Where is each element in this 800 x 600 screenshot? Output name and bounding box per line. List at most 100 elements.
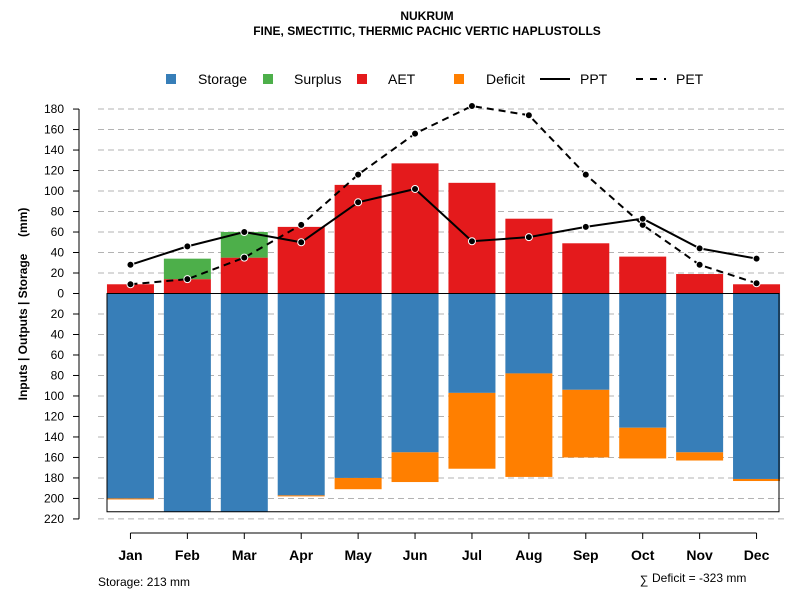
surplus-legend-swatch — [263, 74, 273, 84]
pet-point — [581, 170, 590, 179]
y-tick-label: 140 — [44, 143, 64, 157]
ppt-point — [638, 214, 647, 223]
ppt-point — [752, 254, 761, 263]
storage-bar — [220, 293, 268, 512]
y-tick-label: 200 — [44, 491, 64, 505]
storage-bar — [448, 293, 496, 393]
surplus-bar — [163, 258, 211, 280]
storage-legend-label: Storage — [198, 71, 247, 87]
month-label: Sep — [573, 547, 599, 563]
storage-bar — [505, 293, 553, 374]
storage-bar — [391, 293, 439, 453]
y-tick-label: 120 — [44, 164, 64, 178]
month-label: Feb — [175, 547, 200, 563]
month-label: Nov — [686, 547, 713, 563]
chart-subtitle: FINE, SMECTITIC, THERMIC PACHIC VERTIC H… — [253, 24, 601, 38]
storage-bar — [733, 293, 781, 479]
y-tick-label: 80 — [51, 368, 65, 382]
y-tick-label: 100 — [44, 389, 64, 403]
surplus-legend-label: Surplus — [294, 71, 341, 87]
aet-legend-label: AET — [388, 71, 416, 87]
pet-point — [297, 220, 306, 229]
pet-point — [411, 129, 420, 138]
pet-line — [130, 104, 757, 286]
month-label: Aug — [515, 547, 542, 563]
deficit-bar — [562, 389, 610, 458]
pet-legend-label: PET — [676, 71, 704, 87]
storage-bar — [334, 293, 382, 478]
deficit-legend-label: Deficit — [486, 71, 525, 87]
ppt-point — [411, 184, 420, 193]
ppt-point — [354, 198, 363, 207]
storage-legend-swatch — [166, 74, 176, 84]
footer-deficit: Deficit = -323 mm — [652, 571, 746, 585]
deficit-bar — [277, 495, 325, 497]
ppt-point — [297, 238, 306, 247]
month-label: Dec — [744, 547, 770, 563]
aet-bar — [676, 274, 724, 294]
bars — [106, 163, 781, 512]
storage-bar — [676, 293, 724, 453]
y-tick-label: 40 — [51, 327, 65, 341]
month-label: Apr — [289, 547, 314, 563]
storage-bar — [163, 293, 211, 512]
y-tick-label: 180 — [44, 471, 64, 485]
ppt-point — [524, 233, 533, 242]
y-axis-title: Inputs | Outputs | Storage (mm) — [16, 208, 30, 401]
y-tick-label: 140 — [44, 430, 64, 444]
deficit-bar — [619, 427, 667, 459]
month-label: Oct — [631, 547, 655, 563]
legend: Storage Surplus AET Deficit PPT PET — [166, 71, 704, 87]
aet-bar — [106, 284, 154, 294]
pet-point — [695, 260, 704, 269]
y-tick-label: 0 — [57, 287, 64, 301]
pet-point — [240, 253, 249, 262]
footer-sum-symbol: ∑ — [640, 573, 649, 587]
y-tick-label: 100 — [44, 184, 64, 198]
pet-point — [354, 170, 363, 179]
y-tick-label: 160 — [44, 450, 64, 464]
y-tick-label: 80 — [51, 205, 65, 219]
deficit-bar — [334, 477, 382, 490]
pet-point — [524, 111, 533, 120]
deficit-bar — [733, 478, 781, 482]
aet-bar — [391, 163, 439, 294]
deficit-bar — [676, 452, 724, 461]
aet-bar — [163, 279, 211, 294]
aet-bar — [562, 243, 610, 294]
ppt-point — [240, 228, 249, 237]
y-tick-label: 40 — [51, 246, 65, 260]
storage-bar — [619, 293, 667, 428]
deficit-bar — [391, 452, 439, 483]
aet-bar — [733, 284, 781, 294]
y-tick-label: 60 — [51, 348, 65, 362]
footer-storage: Storage: 213 mm — [98, 575, 190, 589]
ppt-point — [183, 242, 192, 251]
grid-lines — [98, 108, 784, 520]
y-tick-label: 20 — [51, 266, 65, 280]
lines — [106, 101, 780, 513]
pet-point — [183, 275, 192, 284]
ppt-line — [130, 187, 757, 266]
y-tick-label: 160 — [44, 123, 64, 137]
aet-bar — [277, 226, 325, 294]
y-tick-label: 60 — [51, 225, 65, 239]
month-label: Jul — [462, 547, 482, 563]
ppt-point — [467, 237, 476, 246]
month-label: Jan — [118, 547, 142, 563]
pet-point — [467, 101, 476, 110]
pet-point — [126, 280, 135, 289]
month-label: Mar — [232, 547, 257, 563]
aet-bar — [619, 256, 667, 294]
storage-bar — [562, 293, 610, 390]
storage-bar — [106, 293, 154, 499]
deficit-legend-swatch — [454, 74, 464, 84]
ppt-point — [126, 260, 135, 269]
pet-point — [752, 279, 761, 288]
aet-legend-swatch — [357, 74, 367, 84]
deficit-bar — [106, 498, 154, 500]
ppt-legend-label: PPT — [580, 71, 608, 87]
month-label: May — [345, 547, 372, 563]
y-tick-label: 220 — [44, 512, 64, 526]
storage-bar — [277, 293, 325, 496]
